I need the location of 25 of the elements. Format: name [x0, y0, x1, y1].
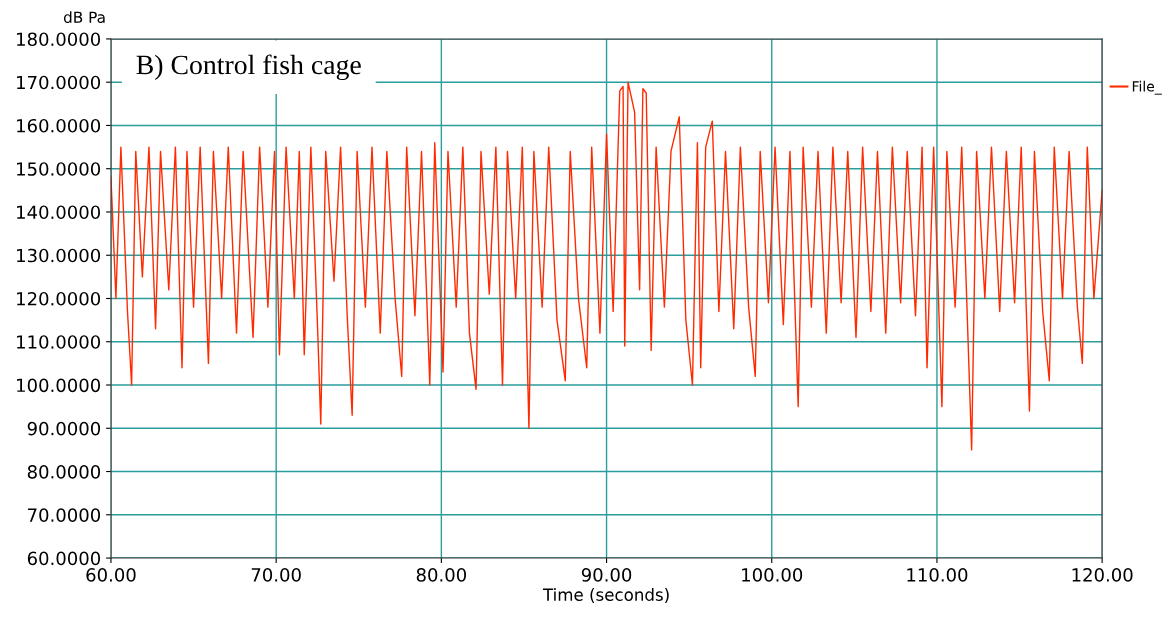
x-tick-label: 60.00 [86, 568, 136, 582]
x-axis-title: Time (seconds) [542, 588, 669, 603]
x-tick-label: 110.00 [907, 568, 968, 582]
y-tick-label: 60.0000 [27, 551, 101, 566]
y-tick-label: 110.0000 [17, 335, 101, 349]
x-tick-label: 100.00 [742, 568, 803, 582]
y-tick-label: 100.0000 [17, 378, 101, 393]
y-tick-label: 130.0000 [17, 248, 101, 263]
y-tick-label: 120.0000 [17, 291, 101, 306]
y-tick-label: 80.0000 [27, 464, 101, 479]
y-tick-label: 70.0000 [28, 508, 101, 522]
x-tick-label: 70.00 [251, 568, 301, 582]
y-tick-label: 150.0000 [17, 162, 101, 176]
y-tick-label: 90.0000 [27, 421, 101, 436]
line-series [110, 81, 1103, 451]
y-tick-label: 140.0000 [17, 205, 101, 220]
y-axis-title: dB Pa [63, 11, 105, 23]
x-tick-label: 80.00 [416, 568, 467, 582]
annotation: B) Control fish cage [136, 54, 361, 81]
y-tick-label: 170.0000 [17, 75, 101, 90]
x-tick-label: 120.00 [1072, 568, 1133, 582]
y-tick-label: 180.0000 [17, 32, 101, 47]
x-tick-label: 90.00 [581, 568, 632, 582]
legend-label: File_ [1132, 80, 1162, 95]
y-tick-label: 160.0000 [17, 118, 101, 133]
